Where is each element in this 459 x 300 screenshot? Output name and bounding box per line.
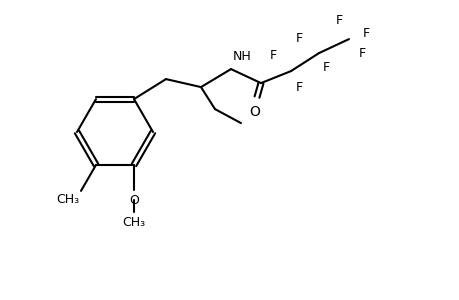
Text: CH₃: CH₃ [122,216,145,229]
Text: O: O [129,194,139,207]
Text: F: F [295,32,302,45]
Text: F: F [269,49,276,62]
Text: O: O [249,105,260,119]
Text: NH: NH [233,50,251,63]
Text: F: F [362,27,369,40]
Text: F: F [322,61,330,74]
Text: F: F [295,81,302,94]
Text: F: F [335,14,342,27]
Text: CH₃: CH₃ [56,193,79,206]
Text: F: F [358,47,365,60]
